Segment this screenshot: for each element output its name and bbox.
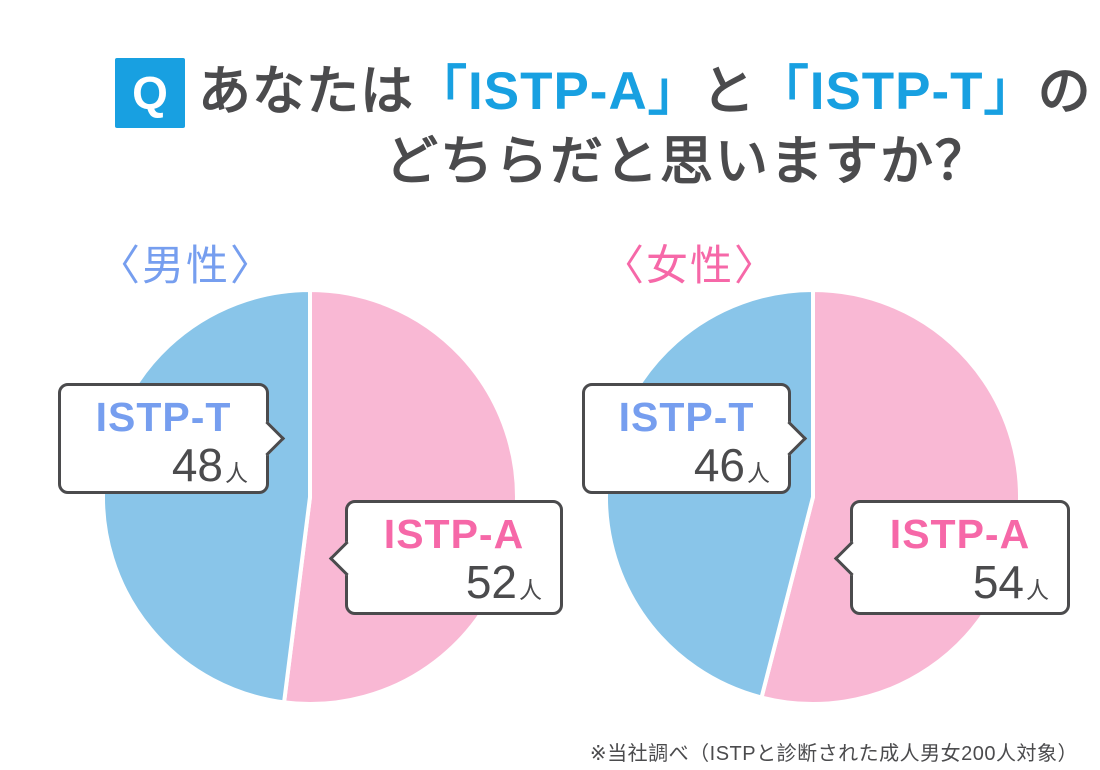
callout-value: 46 [693,439,745,491]
callout-value-row: 54人 [853,558,1067,618]
title-istp-t: 「ISTP-T」 [755,62,1038,121]
callout-male-istp-t: ISTP-T 48人 [58,383,286,494]
question-badge-letter: Q [132,67,168,119]
source-footnote: ※当社調べ（ISTPと診断された成人男女200人対象） [589,743,1078,765]
title-prefix: あなたは [198,62,414,121]
question-badge: Q [115,58,185,128]
page-title-line2: どちらだと思いますか？ [385,132,990,191]
title-istp-a: 「ISTP-A」 [414,62,702,121]
pie-slice-istp-a [282,288,519,706]
title-suffix: の [1037,62,1092,121]
callout-unit: 人 [747,460,770,486]
page-title-line1: あなたは「ISTP-A」と「ISTP-T」の [198,55,1091,129]
callout-label: ISTP-T [95,394,232,440]
page-title: あなたは「ISTP-A」と「ISTP-T」の どちらだと思いますか？ [198,55,1091,195]
group-label-female: 〈女性〉 [602,242,779,289]
group-label-male: 〈男性〉 [98,242,275,289]
callout-female-istp-a: ISTP-A 54人 [833,500,1070,618]
callout-label: ISTP-A [889,511,1031,557]
callout-unit: 人 [225,460,248,486]
callout-male-istp-a: ISTP-A 52人 [328,500,563,618]
callout-value: 52 [465,556,517,608]
callout-value-row: 48人 [61,441,266,501]
callout-value-row: 46人 [585,441,788,501]
callout-unit: 人 [519,577,542,603]
title-and: と [701,62,756,121]
callout-label: ISTP-T [618,394,755,440]
callout-value: 54 [972,556,1024,608]
callout-value: 48 [171,439,223,491]
callout-unit: 人 [1026,577,1049,603]
callout-female-istp-t: ISTP-T 46人 [582,383,808,494]
callout-label: ISTP-A [383,511,525,557]
callout-value-row: 52人 [348,558,560,618]
